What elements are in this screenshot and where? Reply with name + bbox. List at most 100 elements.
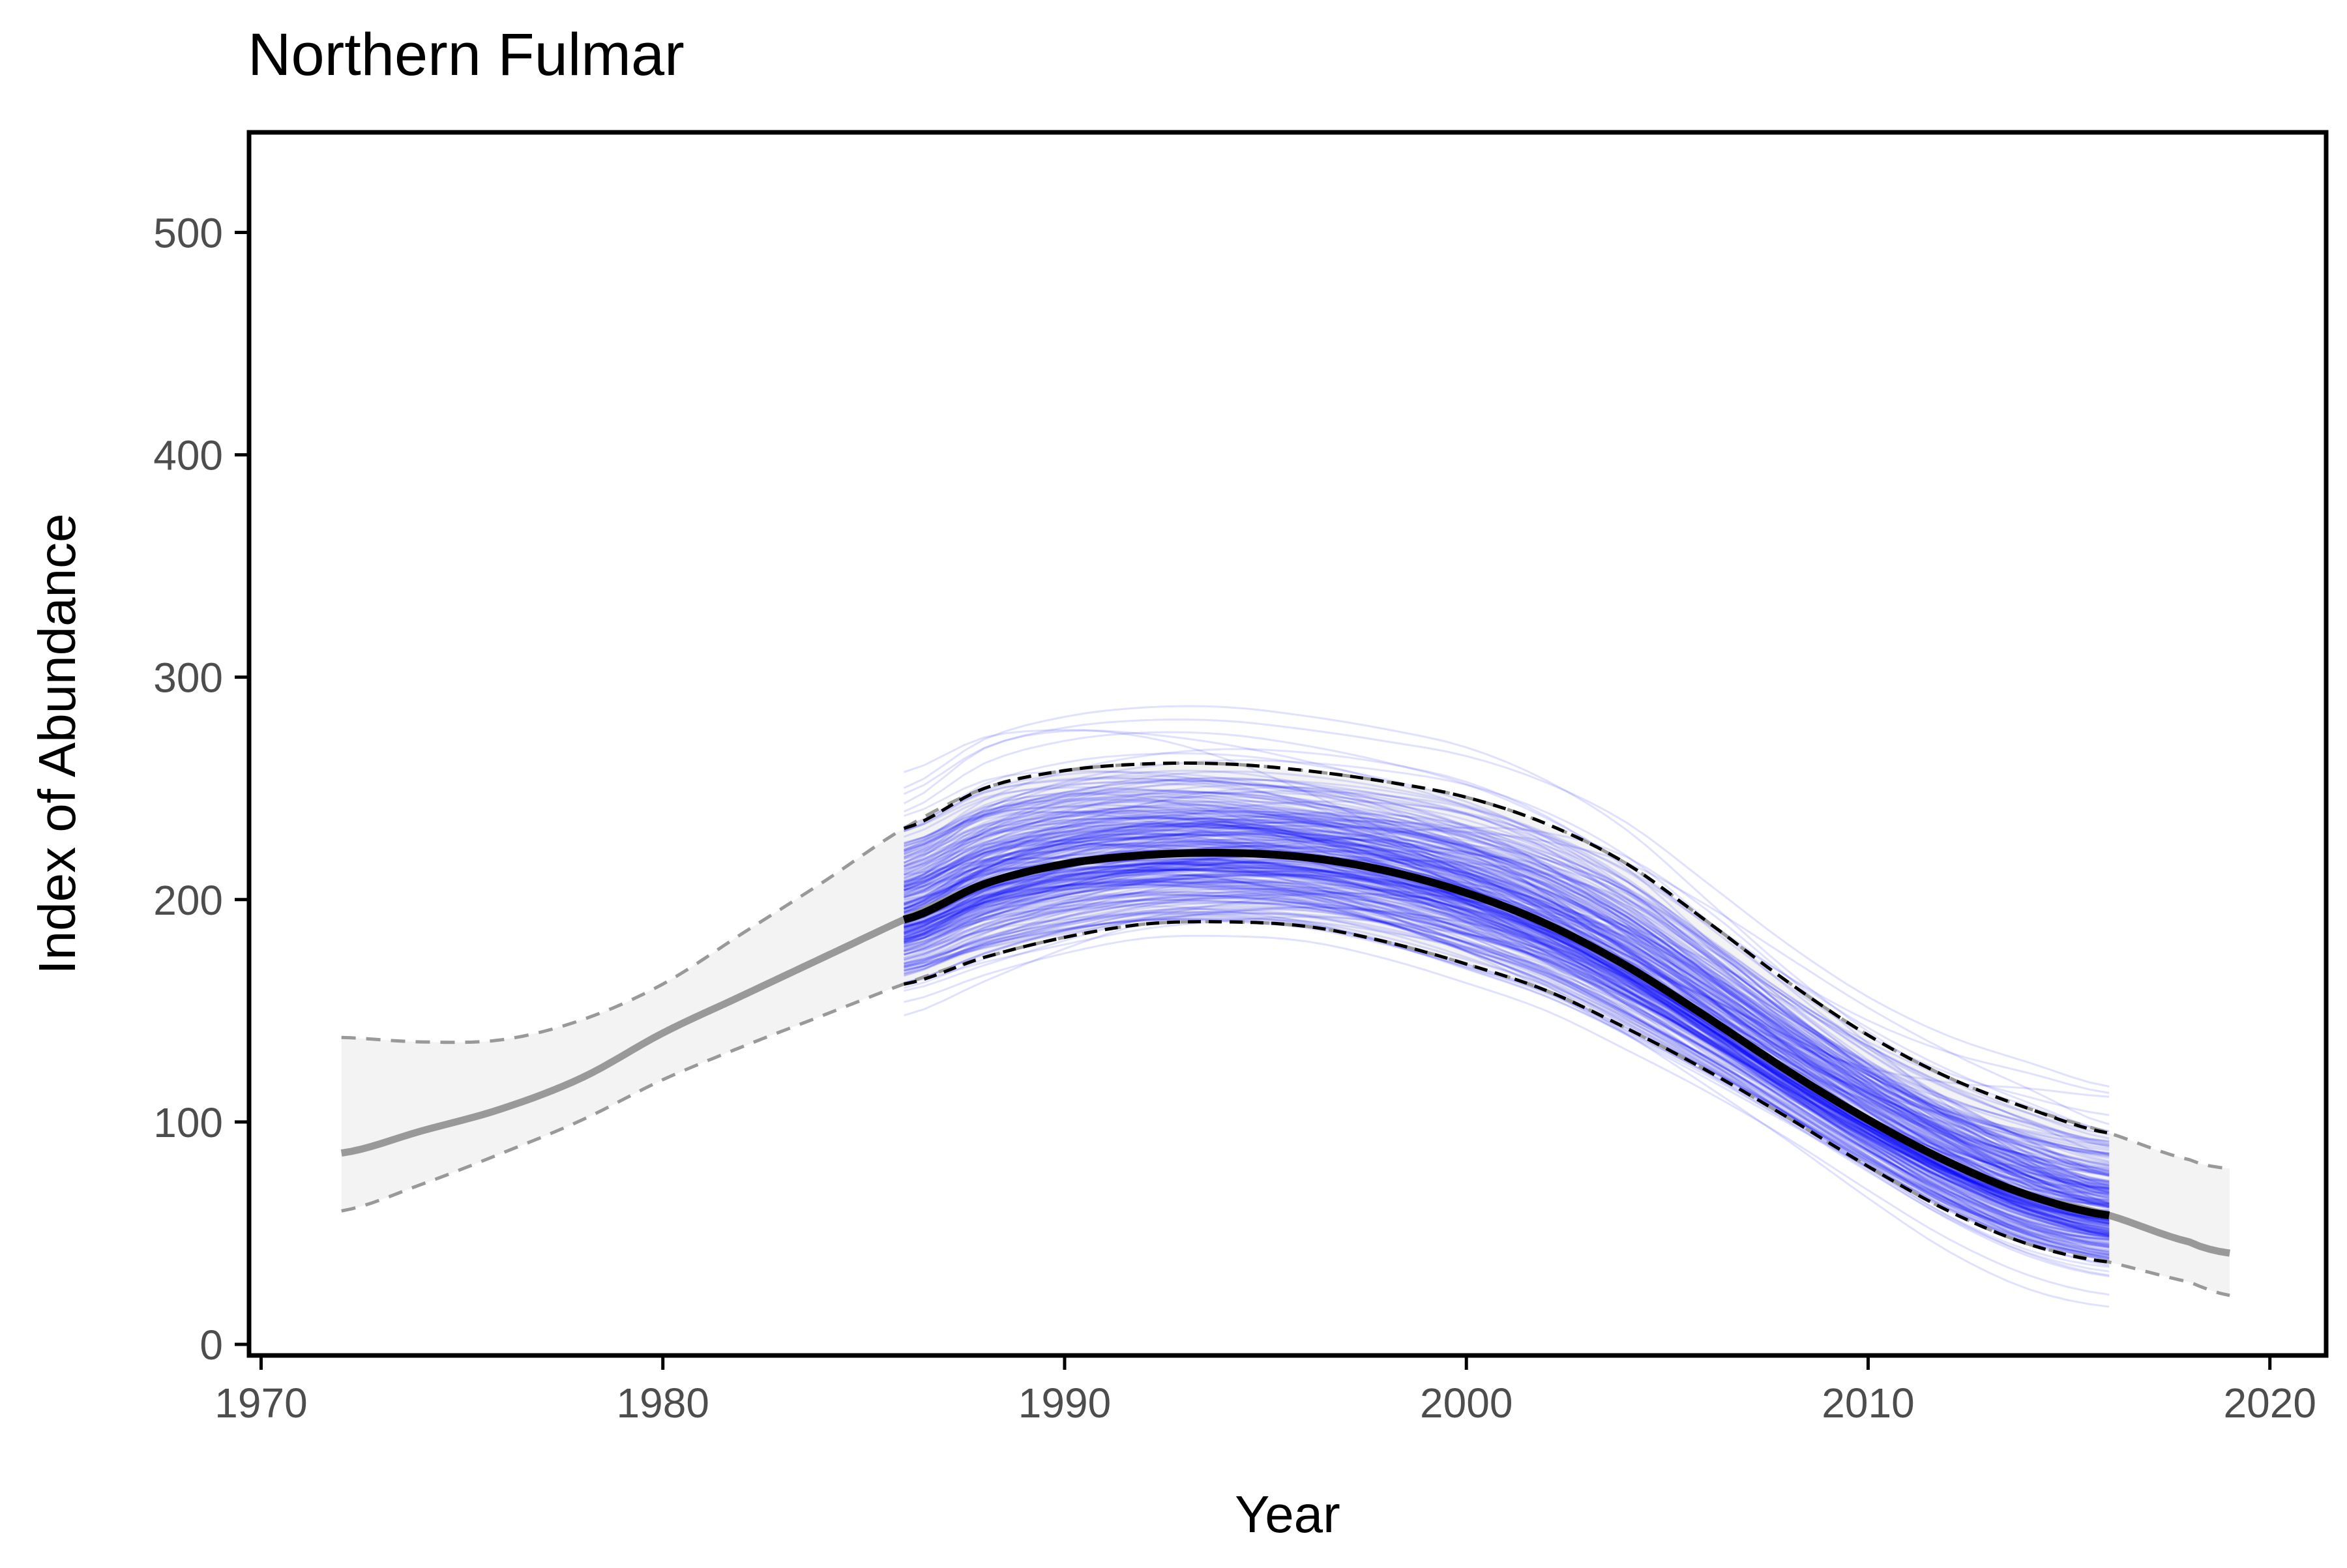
posterior-draw-line	[904, 869, 2110, 1244]
posterior-draw-line	[904, 892, 2110, 1240]
posterior-draw-line	[903, 817, 2110, 1184]
posterior-draw-line	[903, 781, 2110, 1189]
posterior-draw-line	[904, 843, 2110, 1198]
posterior-draw-line	[904, 837, 2110, 1224]
posterior-draw-line	[904, 833, 2110, 1202]
posterior-draw-line	[903, 863, 2110, 1220]
posterior-draw-line	[904, 844, 2110, 1226]
posterior-draw-line	[904, 883, 2110, 1247]
posterior-draw-line	[904, 889, 2110, 1258]
posterior-draw-line	[903, 777, 2110, 1240]
posterior-draw-line	[903, 818, 2110, 1204]
posterior-draw-line	[904, 809, 2110, 1191]
posterior-draw-line	[904, 856, 2110, 1238]
posterior-draw-line	[904, 887, 2110, 1235]
posterior-draw-line	[904, 917, 2110, 1225]
posterior-draw-line	[904, 833, 2110, 1206]
posterior-draw-line	[904, 797, 2110, 1206]
posterior-draw-line	[904, 900, 2110, 1253]
posterior-draw-line	[904, 900, 2110, 1256]
posterior-draw-line	[904, 814, 2110, 1193]
posterior-draw-line	[904, 827, 2110, 1199]
posterior-draw-line	[904, 913, 2110, 1261]
posterior-draw-line	[904, 833, 2110, 1217]
posterior-draw-line	[904, 729, 2110, 1157]
posterior-draw-line	[903, 833, 2110, 1195]
posterior-draw-line	[903, 816, 2110, 1210]
posterior-draw-line	[904, 864, 2110, 1234]
posterior-draw-line	[903, 868, 2110, 1221]
ci-upper-focal-line	[903, 761, 2110, 1135]
posterior-draw-line	[904, 898, 2110, 1261]
posterior-draw-line	[904, 829, 2110, 1172]
posterior-draw-line	[904, 905, 2110, 1245]
posterior-draw-line	[904, 934, 2110, 1296]
posterior-draw-line	[903, 778, 2110, 1189]
posterior-draw-line	[903, 803, 2110, 1194]
posterior-draw-line	[903, 823, 2110, 1241]
posterior-draw-line	[904, 911, 2110, 1256]
posterior-draw-line	[903, 838, 2110, 1155]
posterior-draw-line	[903, 838, 2110, 1212]
posterior-draw-line	[904, 868, 2110, 1225]
posterior-draw-line	[904, 868, 2110, 1257]
x-tick-label: 2000	[1420, 1380, 1513, 1427]
posterior-draw-line	[903, 806, 2110, 1215]
posterior-draw-line	[904, 840, 2110, 1162]
posterior-draw-line	[904, 868, 2110, 1193]
posterior-draw-line	[903, 779, 2110, 1155]
posterior-draw-line	[904, 883, 2110, 1241]
posterior-draw-line	[904, 850, 2110, 1236]
posterior-draw-line	[904, 908, 2110, 1308]
posterior-draw-line	[904, 896, 2110, 1241]
posterior-draw-line	[904, 861, 2110, 1207]
posterior-draw-line	[904, 833, 2110, 1232]
posterior-draw-line	[904, 801, 2110, 1220]
posterior-draw-line	[903, 844, 2110, 1243]
posterior-draw-line	[903, 821, 2110, 1147]
posterior-draw-line	[904, 810, 2110, 1201]
posterior-draw-line	[903, 822, 2110, 1188]
posterior-draw-line	[904, 894, 2110, 1247]
posterior-draw-line	[904, 810, 2110, 1144]
posterior-draw-line	[904, 874, 2110, 1206]
posterior-draw-line	[904, 871, 2110, 1220]
posterior-draw-line	[904, 798, 2110, 1230]
posterior-draw-line	[903, 826, 2110, 1174]
posterior-draw-line	[904, 864, 2110, 1222]
posterior-draw-line	[903, 806, 2110, 1164]
posterior-draw-line	[903, 838, 2110, 1212]
posterior-draw-line	[904, 863, 2110, 1227]
posterior-draw-line	[904, 826, 2110, 1206]
posterior-draw-line	[904, 866, 2110, 1220]
posterior-draw-line	[904, 881, 2110, 1236]
posterior-draw-line	[904, 866, 2110, 1234]
posterior-draw-line	[903, 718, 2110, 1087]
posterior-draw-line	[903, 777, 2110, 1174]
posterior-draw-line	[904, 821, 2110, 1177]
posterior-draw-line	[904, 897, 2110, 1252]
plot-area	[340, 705, 2230, 1308]
posterior-draw-line	[904, 895, 2110, 1246]
posterior-draw-line	[903, 831, 2110, 1228]
posterior-draw-line	[903, 799, 2110, 1200]
posterior-draw-line	[903, 752, 2110, 1205]
posterior-draw-line	[904, 905, 2110, 1253]
posterior-draw-line	[904, 795, 2110, 1183]
posterior-draw-line	[904, 874, 2110, 1225]
posterior-draw-line	[904, 880, 2110, 1277]
posterior-draw-line	[904, 861, 2110, 1230]
posterior-draw-line	[903, 779, 2110, 1193]
posterior-draw-line	[904, 777, 2110, 1132]
posterior-draw-line	[903, 821, 2110, 1209]
posterior-draw-line	[904, 884, 2110, 1254]
y-axis-label: Index of Abundance	[28, 513, 86, 974]
posterior-draw-line	[903, 818, 2110, 1184]
posterior-draw-line	[903, 791, 2110, 1168]
posterior-draw-line	[904, 840, 2110, 1215]
posterior-draw-line	[904, 861, 2110, 1206]
ci-upper-extended-line	[341, 761, 2230, 1170]
posterior-draw-line	[903, 806, 2110, 1183]
posterior-draw-line	[904, 883, 2110, 1248]
